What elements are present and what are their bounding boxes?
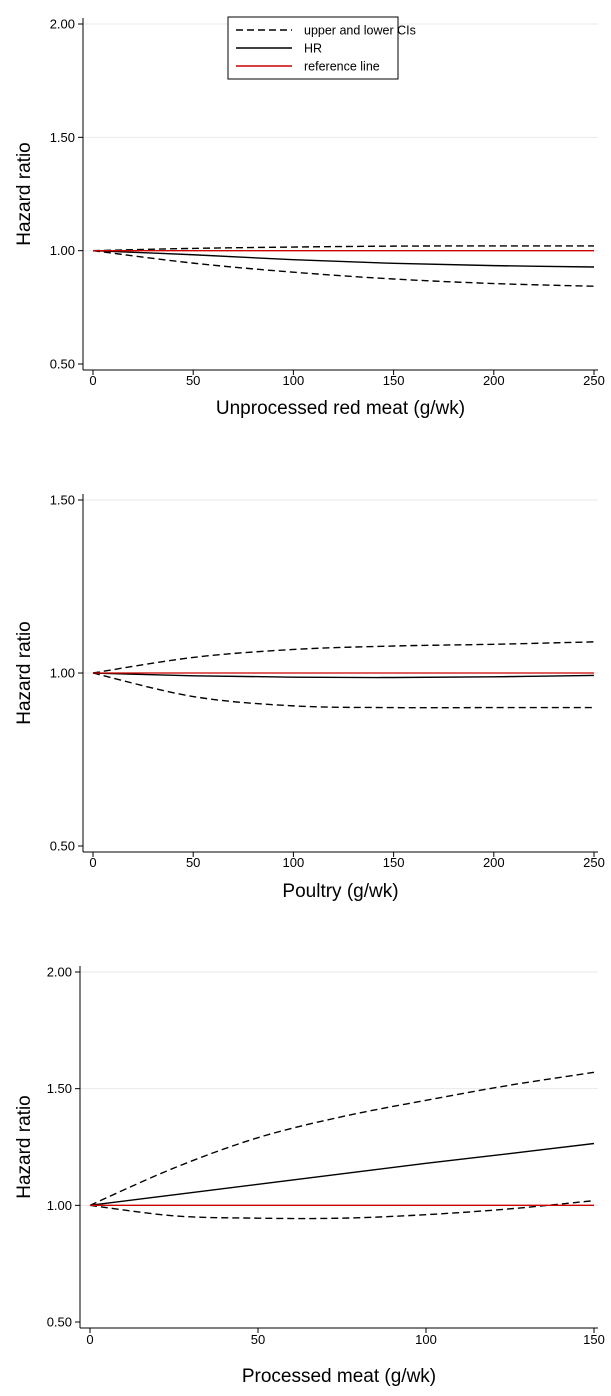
y-axis-title: Hazard ratio [14,621,35,725]
chart-panel-2: 0.50 1.00 1.50 0 50 100 150 200 250 Poultry (g/wk… [14,493,605,903]
x-axis-title: Processed meat (g/wk) [242,1366,436,1387]
x-tick-label: 250 [583,373,605,388]
x-tick-label: 200 [483,855,505,870]
y-tick-label: 0.50 [50,839,75,854]
lower-ci-line [89,1199,595,1220]
upper-ci-line [92,641,595,674]
x-tick-label: 0 [86,1332,93,1347]
lower-ci-line [92,672,594,709]
hr-line [92,249,595,268]
x-tick-label: 0 [89,855,96,870]
y-tick-label: 1.50 [50,493,75,508]
x-tick-label: 100 [283,855,305,870]
x-tick-label: 150 [583,1332,605,1347]
x-tick-label: 200 [483,373,505,388]
upper-ci-line [89,1071,595,1206]
chart-panel-3: 0.50 1.00 1.50 2.00 0 50 100 150 Processed meat … [14,965,605,1388]
y-tick-label: 0.50 [50,357,75,372]
y-axis-title: Hazard ratio [14,1095,35,1199]
upper-ci-line [92,245,595,252]
hr-line [89,1142,595,1207]
y-tick-label: 1.00 [50,243,75,258]
x-tick-label: 50 [186,855,200,870]
y-tick-label: 1.50 [47,1081,72,1096]
x-tick-label: 150 [383,373,405,388]
x-axis-title: Unprocessed red meat (g/wk) [216,398,465,419]
y-axis-title: Hazard ratio [14,142,35,246]
legend-label: HR [304,42,322,56]
y-tick-label: 2.00 [50,17,75,32]
x-tick-label: 100 [283,373,305,388]
lower-ci-line [92,249,595,287]
y-tick-label: 1.00 [47,1198,72,1213]
legend: upper and lower CIs HR reference line [227,16,416,80]
legend-label: reference line [304,60,380,74]
y-tick-label: 0.50 [47,1315,72,1330]
x-tick-label: 50 [251,1332,265,1347]
y-tick-label: 2.00 [47,965,72,980]
x-axis-title: Poultry (g/wk) [282,881,398,902]
chart-panel-1: 0.50 1.00 1.50 2.00 0 50 100 150 200 250 Unprocess… [14,16,605,419]
hr-line [92,672,595,679]
x-tick-label: 250 [583,855,605,870]
x-tick-label: 150 [383,855,405,870]
x-tick-label: 0 [89,373,96,388]
x-tick-label: 50 [186,373,200,388]
y-tick-label: 1.00 [50,666,75,681]
legend-label: upper and lower CIs [304,24,416,38]
y-tick-label: 1.50 [50,130,75,145]
x-tick-label: 100 [415,1332,437,1347]
